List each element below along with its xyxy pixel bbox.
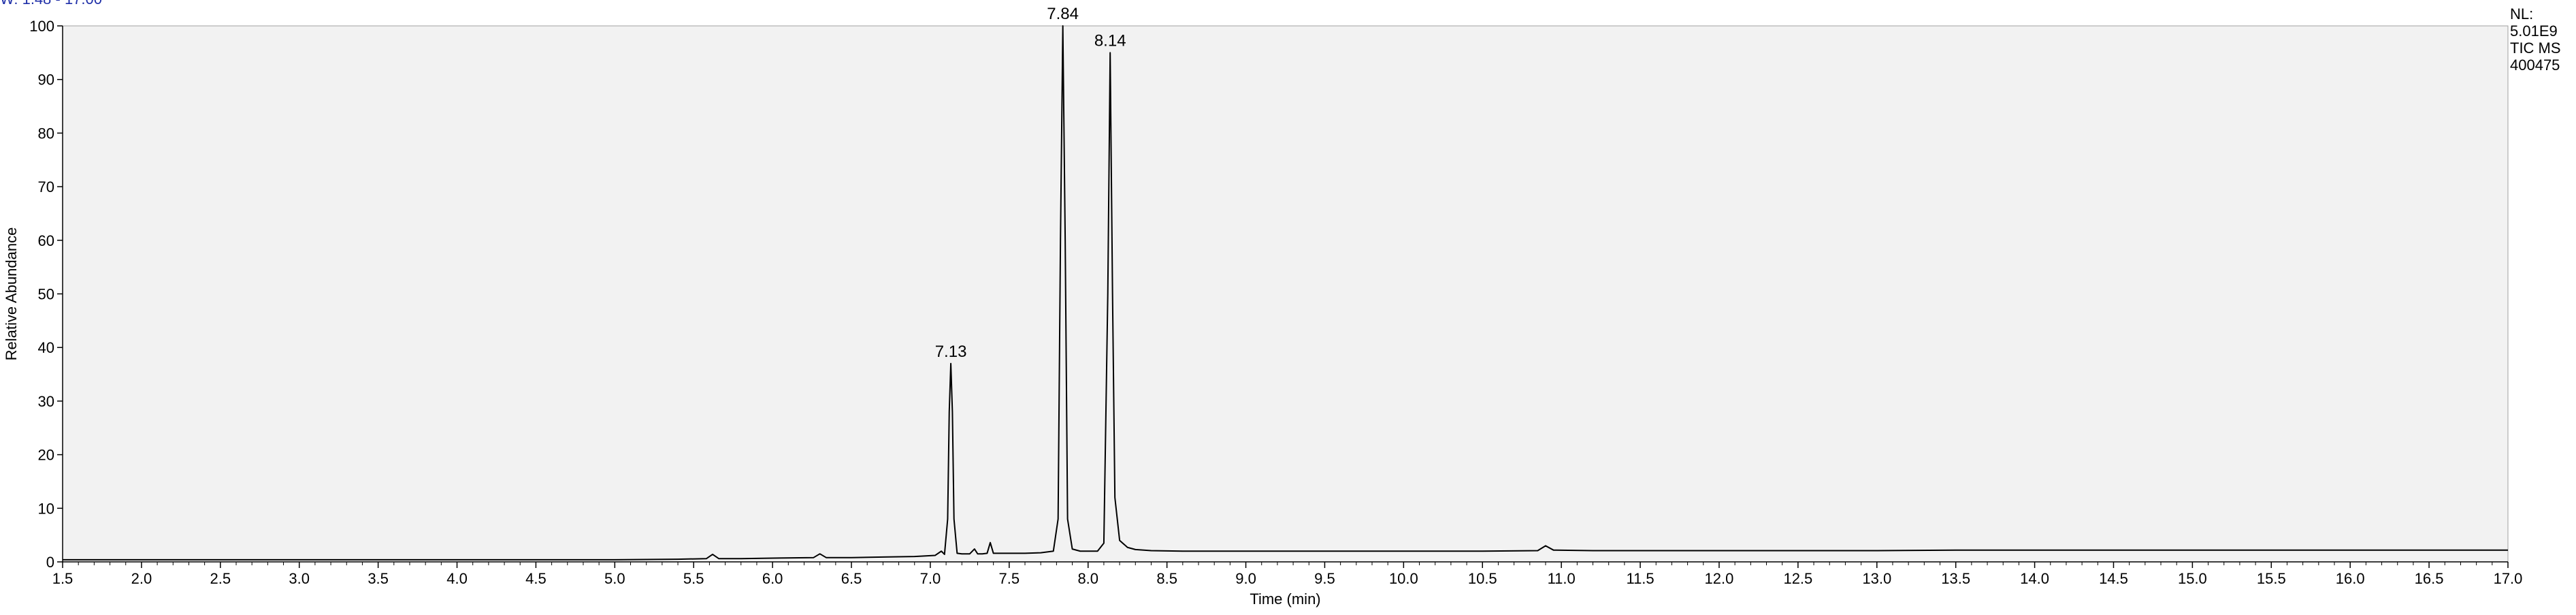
x-tick-label: 12.5 [1783, 570, 1812, 587]
y-tick-label: 60 [38, 232, 54, 249]
x-tick-label: 5.0 [604, 570, 625, 587]
x-tick-label: 16.5 [2415, 570, 2444, 587]
y-tick-label: 0 [46, 554, 54, 571]
x-tick-label: 9.0 [1235, 570, 1256, 587]
range-header-fragment: W: 1.48 - 17.00 [0, 0, 102, 8]
x-tick-label: 4.5 [525, 570, 547, 587]
info-line-scan-type: TIC MS [2510, 40, 2561, 57]
x-tick-label: 13.5 [1941, 570, 1970, 587]
normalization-info-box: NL: 5.01E9 TIC MS 400475 [2510, 5, 2561, 74]
y-tick-label: 90 [38, 72, 54, 89]
x-tick-label: 5.5 [683, 570, 704, 587]
y-tick-label: 70 [38, 178, 54, 195]
x-tick-label: 9.5 [1314, 570, 1335, 587]
info-line-scan-id: 400475 [2510, 57, 2560, 74]
plot-area [62, 25, 2509, 563]
x-tick-label: 2.5 [210, 570, 231, 587]
y-tick-label: 20 [38, 447, 54, 464]
y-tick-label: 80 [38, 125, 54, 142]
tic-trace-line [63, 25, 2508, 561]
info-line-nl-value: 5.01E9 [2510, 22, 2558, 40]
y-tick-label: 100 [29, 18, 54, 35]
x-tick-label: 7.0 [920, 570, 941, 587]
x-tick-label: 11.0 [1548, 570, 1576, 587]
x-tick-label: 13.0 [1862, 570, 1891, 587]
x-tick-label: 6.5 [841, 570, 862, 587]
x-tick-label: 8.0 [1077, 570, 1098, 587]
y-axis-label: Relative Abundance [3, 227, 20, 361]
x-tick-label: 7.5 [999, 570, 1020, 587]
x-tick-label: 3.5 [368, 570, 389, 587]
y-tick-label: 50 [38, 286, 54, 303]
x-tick-label: 10.5 [1468, 570, 1497, 587]
x-tick-label: 14.5 [2099, 570, 2128, 587]
x-tick-label: 11.5 [1626, 570, 1654, 587]
x-tick-label: 15.5 [2257, 570, 2286, 587]
y-tick-label: 40 [38, 339, 54, 356]
x-tick-label: 10.0 [1389, 570, 1418, 587]
x-tick-label: 4.0 [446, 570, 468, 587]
x-tick-label: 14.0 [2020, 570, 2049, 587]
y-tick-label: 10 [38, 500, 54, 517]
x-tick-label: 1.5 [52, 570, 74, 587]
x-tick-label: 3.0 [289, 570, 310, 587]
x-tick-label: 15.0 [2178, 570, 2207, 587]
info-line-nl: NL: [2510, 5, 2534, 22]
x-tick-label: 16.0 [2336, 570, 2365, 587]
peak-label: 8.14 [1094, 31, 1126, 50]
x-tick-label: 12.0 [1705, 570, 1734, 587]
x-tick-label: 17.0 [2494, 570, 2523, 587]
x-tick-label: 2.0 [131, 570, 152, 587]
x-tick-label: 6.0 [762, 570, 783, 587]
peak-label: 7.84 [1047, 5, 1079, 23]
x-tick-label: 8.5 [1156, 570, 1177, 587]
peak-label: 7.13 [935, 343, 967, 361]
y-tick-label: 30 [38, 393, 54, 410]
x-axis-label: Time (min) [1250, 590, 1320, 608]
